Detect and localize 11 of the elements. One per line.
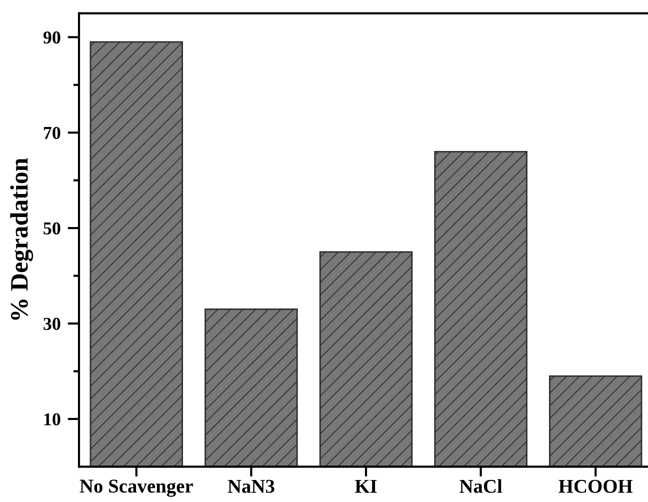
y-tick-label: 70 xyxy=(44,126,60,140)
x-tick-label: NaCl xyxy=(460,479,502,493)
y-axis-title: % Degradation xyxy=(10,158,34,320)
y-tick-label: 90 xyxy=(43,31,60,44)
x-tick-label: KI xyxy=(354,480,377,493)
x-tick-label: HCOOH xyxy=(558,480,633,493)
x-tick-label: No Scavenger xyxy=(80,480,193,497)
y-tick-label: 30 xyxy=(44,318,60,330)
x-tick-label: NaN3 xyxy=(228,480,274,493)
y-tick-label: 10 xyxy=(44,413,60,426)
y-tick-label: 50 xyxy=(44,222,60,235)
